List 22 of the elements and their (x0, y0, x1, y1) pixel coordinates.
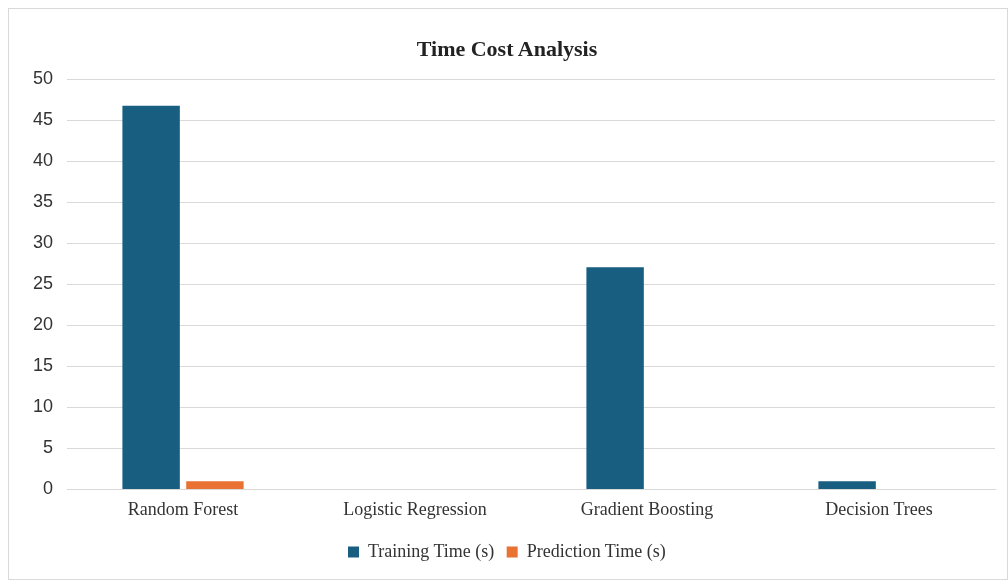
legend-label: Prediction Time (s) (526, 540, 666, 562)
y-tick-label: 45 (32, 109, 54, 130)
y-tick-label: 30 (32, 232, 54, 253)
bar (186, 481, 244, 489)
y-tick-label: 50 (32, 68, 54, 89)
bar (586, 267, 644, 489)
y-tick-label: 5 (43, 437, 54, 458)
y-tick-label: 0 (43, 478, 54, 499)
chart-title: Time Cost Analysis (416, 35, 598, 61)
bar (122, 105, 180, 489)
x-tick-label: Gradient Boosting (580, 498, 714, 519)
y-tick-label: 25 (32, 273, 54, 294)
x-tick-label: Decision Trees (825, 498, 933, 519)
y-tick-label: 15 (32, 355, 54, 376)
x-tick-label: Random Forest (127, 498, 239, 519)
bar (818, 481, 876, 489)
y-tick-label: 35 (32, 191, 54, 212)
y-tick-label: 40 (32, 150, 54, 171)
legend-label: Training Time (s) (367, 540, 495, 562)
x-tick-label: Logistic Regression (343, 498, 487, 519)
y-tick-label: 10 (32, 396, 54, 417)
y-tick-label: 20 (32, 314, 54, 335)
